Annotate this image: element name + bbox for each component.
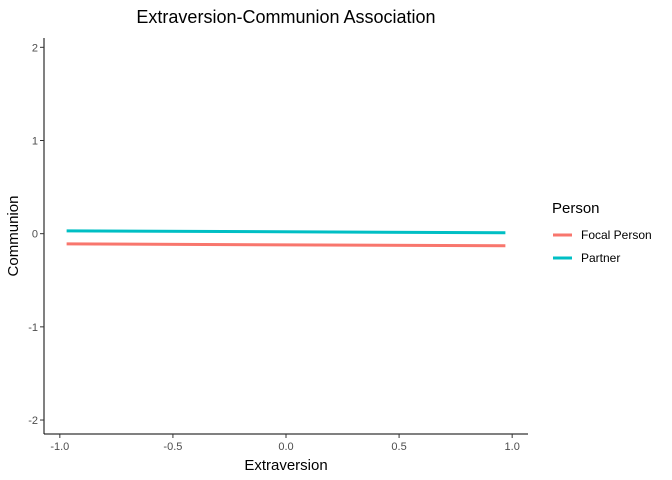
x-tick-label: -0.5 (163, 441, 182, 453)
legend-title: Person (552, 200, 600, 217)
y-tick-label: -1 (28, 322, 38, 334)
x-ticks: -1.0 -0.5 0.0 0.5 1.0 (50, 434, 520, 453)
legend-items: Focal Person Partner (553, 228, 652, 265)
series-line-focal-person (66, 242, 506, 248)
y-tick-label: -2 (28, 415, 38, 427)
legend-label-focal-person: Focal Person (581, 228, 652, 242)
series-layer (66, 229, 506, 248)
y-ticks: -2 -1 0 1 2 (28, 42, 44, 427)
y-axis-title: Communion (5, 196, 22, 277)
legend: Person Focal Person Partner (552, 200, 652, 265)
y-tick-label: 2 (32, 42, 38, 54)
x-tick-label: 0.5 (391, 441, 406, 453)
chart-title: Extraversion-Communion Association (136, 7, 435, 27)
x-tick-label: -1.0 (50, 441, 69, 453)
series-line-partner (66, 229, 506, 235)
y-tick-label: 0 (32, 229, 38, 241)
legend-label-partner: Partner (581, 251, 620, 265)
x-axis-title: Extraversion (244, 457, 327, 474)
y-tick-label: 1 (32, 135, 38, 147)
x-tick-label: 0.0 (278, 441, 293, 453)
x-tick-label: 1.0 (505, 441, 520, 453)
